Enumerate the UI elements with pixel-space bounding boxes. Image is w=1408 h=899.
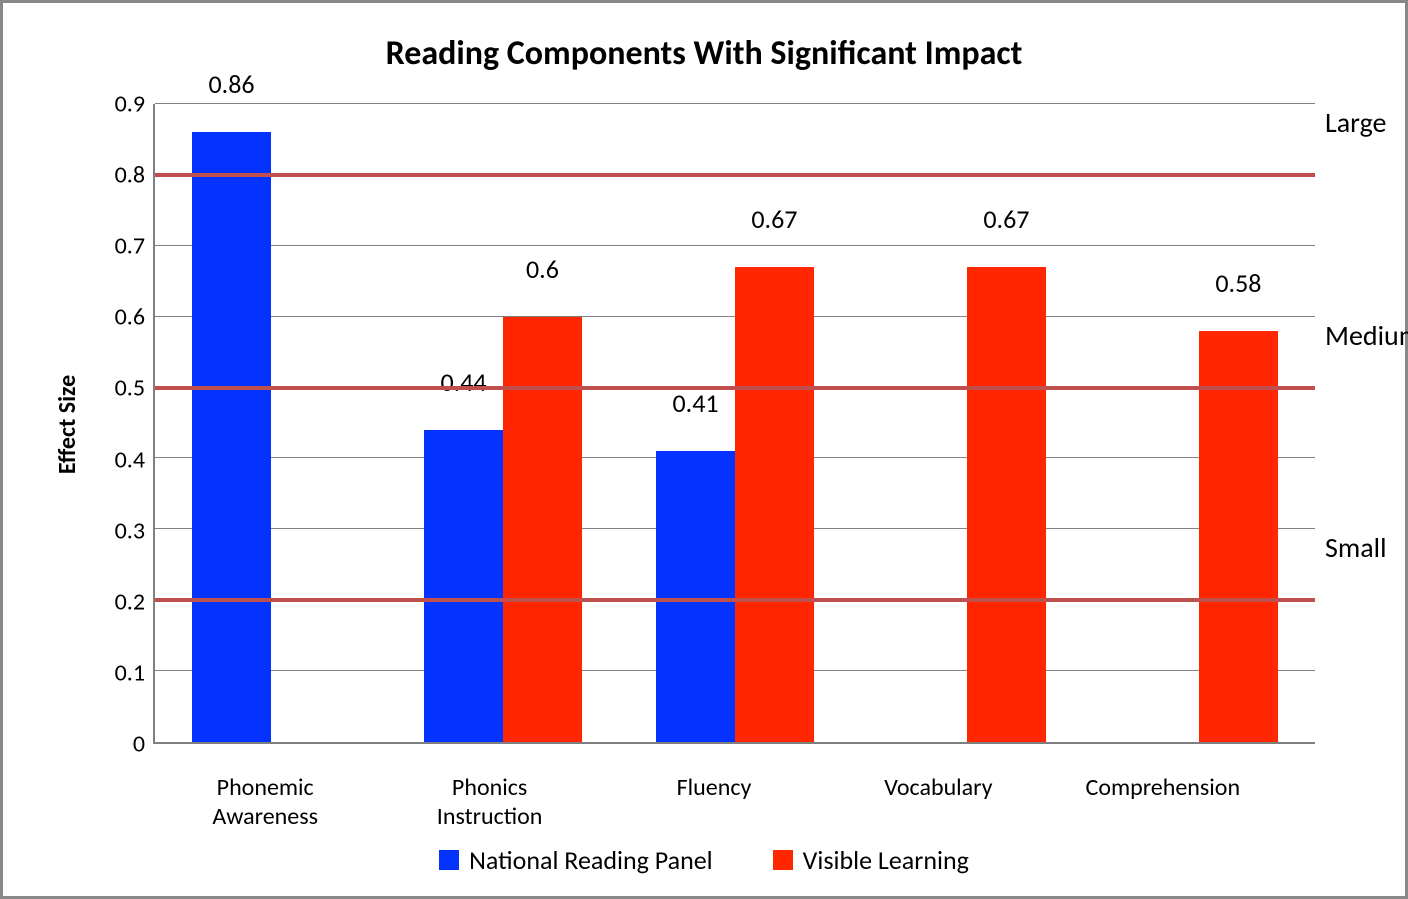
x-tick-label: Fluency: [591, 774, 838, 803]
bar-value-label: 0.58: [1215, 267, 1261, 299]
bar: [735, 267, 814, 742]
y-tick-label: 0.7: [115, 232, 145, 261]
y-axis-label: Effect Size: [54, 374, 83, 473]
x-tick-label: PhonemicAwareness: [142, 774, 389, 832]
bar-value-label: 0.67: [983, 203, 1029, 235]
chart-body: Effect Size 0 0.1 0.2 0.3 0.4 0.5 0.6 0.7 0.8 0.9…: [43, 84, 1365, 764]
y-tick-label: 0: [133, 730, 145, 759]
y-tick-label: 0.2: [115, 587, 145, 616]
legend-label: National Reading Panel: [469, 844, 713, 876]
x-axis: PhonemicAwarenessPhonicsInstructionFluen…: [153, 764, 1275, 834]
bar-value-label: 0.67: [751, 203, 797, 235]
y-tick-label: 0.4: [115, 445, 145, 474]
y-tick-label: 0.5: [115, 374, 145, 403]
bar: [656, 451, 735, 742]
y-label-container: Effect Size: [43, 84, 93, 764]
plot-area: 0.860.440.60.410.670.670.58 LargeMediumS…: [153, 104, 1315, 744]
bars-layer: 0.860.440.60.410.670.670.58: [155, 104, 1315, 742]
legend: National Reading Panel Visible Learning: [43, 844, 1365, 876]
reference-line-label: Large: [1325, 105, 1386, 140]
y-tick-label: 0.1: [115, 658, 145, 687]
bar-value-label: 0.41: [672, 387, 718, 419]
bar: [967, 267, 1046, 742]
bar: [503, 317, 582, 742]
legend-item: National Reading Panel: [439, 844, 713, 876]
bar: [424, 430, 503, 742]
y-axis: 0 0.1 0.2 0.3 0.4 0.5 0.6 0.7 0.8 0.9: [93, 84, 153, 764]
legend-label: Visible Learning: [803, 844, 969, 876]
bar: [192, 132, 271, 742]
legend-swatch: [773, 850, 793, 870]
bar: [1199, 331, 1278, 742]
reference-line: [155, 386, 1315, 390]
reference-line-label: Small: [1325, 530, 1387, 565]
gridline: [155, 245, 1315, 246]
gridline: [155, 103, 1315, 104]
bar-value-label: 0.6: [526, 253, 559, 285]
legend-item: Visible Learning: [773, 844, 969, 876]
x-tick-label: Vocabulary: [815, 774, 1062, 803]
x-tick-label: Comprehension: [1039, 774, 1286, 803]
y-tick-label: 0.3: [115, 516, 145, 545]
bar-value-label: 0.86: [208, 68, 254, 100]
reference-line: [155, 173, 1315, 177]
y-tick-label: 0.8: [115, 161, 145, 190]
legend-swatch: [439, 850, 459, 870]
x-tick-label: PhonicsInstruction: [366, 774, 613, 832]
bar-value-label: 0.44: [440, 366, 486, 398]
reference-line: [155, 598, 1315, 602]
plot-wrap: 0.860.440.60.410.670.670.58 LargeMediumS…: [153, 84, 1315, 764]
reference-line-label: Medium: [1325, 318, 1408, 353]
y-tick-label: 0.6: [115, 303, 145, 332]
chart-frame: Reading Components With Significant Impa…: [0, 0, 1408, 899]
y-tick-label: 0.9: [115, 90, 145, 119]
